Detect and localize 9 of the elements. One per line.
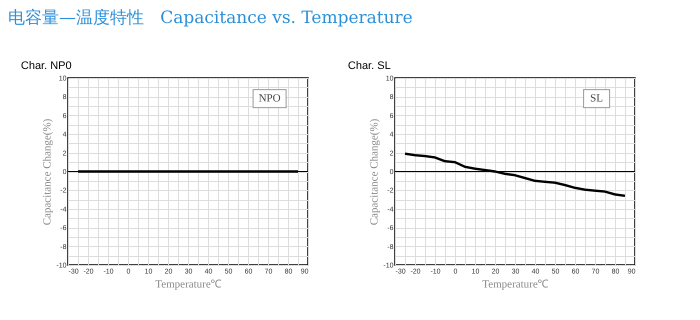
x-axis-title: Temperature℃ xyxy=(155,278,222,290)
annotation: SL xyxy=(590,92,604,105)
x-axis-title: Temperature℃ xyxy=(482,278,549,290)
chart-title: Char. NP0 xyxy=(20,60,72,72)
chart-title: Char. SL xyxy=(348,60,391,72)
y-axis-title: Capacitance Change(%) xyxy=(41,118,54,226)
annotation: NPO xyxy=(258,92,281,105)
text: 电容量—温度特性 Capacitance vs. Temperature xyxy=(8,7,413,29)
y-axis-title: Capacitance Change(%) xyxy=(368,118,380,226)
